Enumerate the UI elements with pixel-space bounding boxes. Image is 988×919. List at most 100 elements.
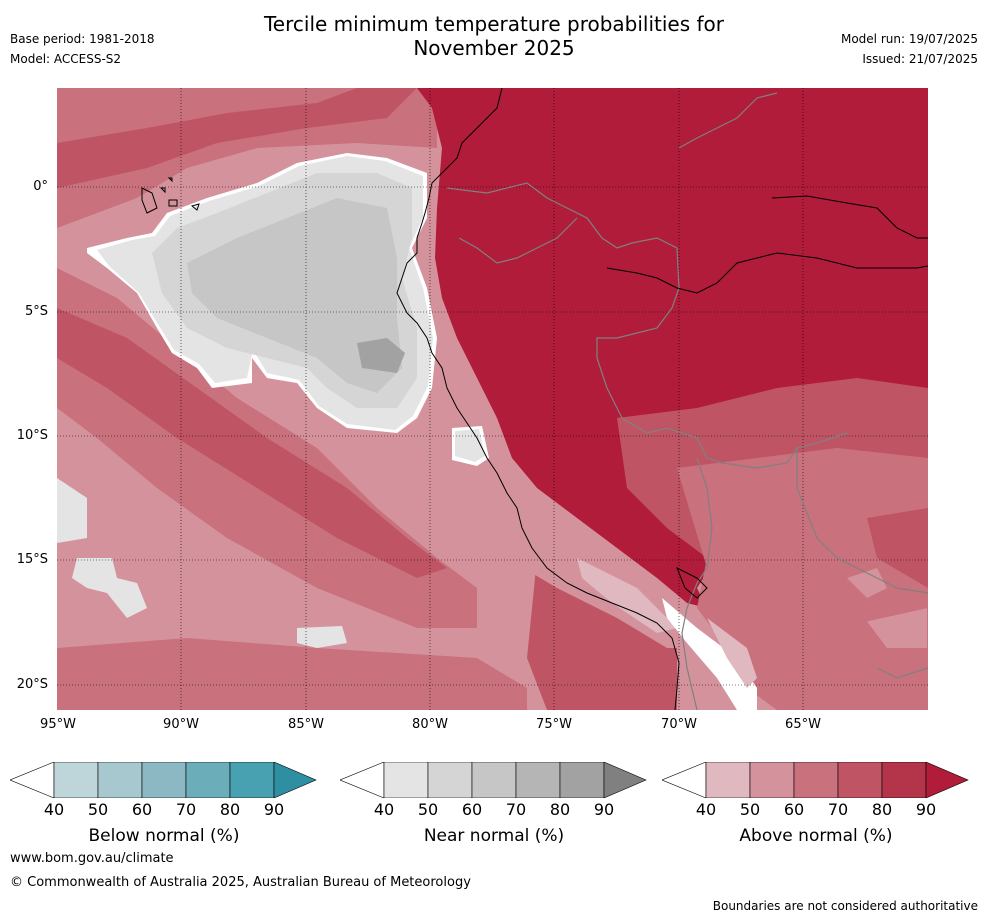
issued-text: Issued: 21/07/2025 xyxy=(862,52,978,66)
above-tick-60: 60 xyxy=(783,800,805,819)
cbar-above-bin-50 xyxy=(749,762,795,798)
below-tick-90: 90 xyxy=(263,800,285,819)
lat-label-20s: 20°S xyxy=(16,677,48,692)
cbar-below-min-arrow xyxy=(10,762,55,798)
colorbar-below-normal xyxy=(10,762,317,798)
near-tick-50: 50 xyxy=(417,800,439,819)
border-ecuador-peru xyxy=(458,217,578,264)
colorbar-near-label: Near normal (%) xyxy=(423,826,565,846)
above-tick-50: 50 xyxy=(739,800,761,819)
cbar-near-max-arrow xyxy=(603,762,647,798)
above-tick-40: 40 xyxy=(695,800,717,819)
lon-label-95w: 95°W xyxy=(40,717,76,732)
near-patch-south xyxy=(297,626,347,648)
coast-band-atacama xyxy=(707,618,757,688)
near-tick-90: 90 xyxy=(593,800,615,819)
land-patch-light xyxy=(847,568,887,598)
footer-url: www.bom.gov.au/climate xyxy=(10,851,174,866)
near-tick-70: 70 xyxy=(505,800,527,819)
footer-note: Boundaries are not considered authoritat… xyxy=(712,899,978,913)
near-patch-sw xyxy=(72,558,147,618)
meta-right: Model run: 19/07/2025 Issued: 21/07/2025 xyxy=(841,29,978,69)
cbar-above-bin-70 xyxy=(837,762,883,798)
lon-label-80w: 80°W xyxy=(412,717,448,732)
footer-copyright: © Commonwealth of Australia 2025, Austra… xyxy=(10,875,471,890)
above-tick-80: 80 xyxy=(871,800,893,819)
near-tick-80: 80 xyxy=(549,800,571,819)
island-north xyxy=(167,177,173,183)
land-east-band xyxy=(867,508,928,588)
lon-label-75w: 75°W xyxy=(536,717,572,732)
model-text: Model: ACCESS-S2 xyxy=(10,52,122,66)
cbar-above-max-arrow xyxy=(925,762,969,798)
meta-left: Base period: 1981-2018 Model: ACCESS-S2 xyxy=(10,29,155,69)
cbar-below-bin-80 xyxy=(229,762,275,798)
map-title-line1: Tercile minimum temperature probabilitie… xyxy=(263,12,725,36)
cbar-below-max-arrow xyxy=(273,762,317,798)
island-small xyxy=(159,187,166,194)
river-north xyxy=(771,195,928,239)
border-colombia-peru xyxy=(446,182,680,289)
cbar-below-bin-60 xyxy=(141,762,187,798)
island-san-cristobal xyxy=(190,203,200,211)
coast-band-40 xyxy=(577,558,677,633)
lon-label-70w: 70°W xyxy=(661,717,697,732)
near-patch-1 xyxy=(455,429,485,462)
cbar-near-bin-50 xyxy=(427,762,473,798)
above-tick-70: 70 xyxy=(827,800,849,819)
cbar-near-min-arrow xyxy=(340,762,385,798)
map-title: Tercile minimum temperature probabilitie… xyxy=(0,12,988,60)
cbar-below-bin-50 xyxy=(97,762,143,798)
border-bolivia-paraguay xyxy=(876,667,928,679)
colorbar-near-normal xyxy=(340,762,647,798)
lat-label-5s: 5°S xyxy=(24,304,48,319)
island-isabela xyxy=(141,187,158,214)
lon-label-65w: 65°W xyxy=(785,717,821,732)
peru-coast-band xyxy=(527,558,677,710)
near-normal-80 xyxy=(357,338,405,373)
lon-label-90w: 90°W xyxy=(163,717,199,732)
base-period-text: Base period: 1981-2018 xyxy=(10,32,155,46)
lat-label-15s: 15°S xyxy=(16,552,48,567)
coast-white-atacama xyxy=(662,598,757,710)
below-tick-60: 60 xyxy=(131,800,153,819)
north-band-inner xyxy=(57,88,357,143)
border-peru-bolivia-chile xyxy=(681,457,713,710)
lon-label-85w: 85°W xyxy=(288,717,324,732)
near-patch-west xyxy=(57,478,87,543)
model-run-text: Model run: 19/07/2025 xyxy=(840,32,978,46)
galapagos-islands xyxy=(141,177,200,214)
map-title-line2: November 2025 xyxy=(413,36,575,60)
border-north xyxy=(678,92,778,149)
border-bolivia-brazil xyxy=(796,448,928,594)
below-tick-80: 80 xyxy=(219,800,241,819)
coastline-pacific xyxy=(396,88,680,710)
island-santa-cruz xyxy=(168,199,178,207)
sw-band-70 xyxy=(57,308,447,578)
near-tick-60: 60 xyxy=(461,800,483,819)
cbar-below-bin-40 xyxy=(53,762,99,798)
colorbar-below-label: Below normal (%) xyxy=(88,826,240,846)
colorbar-above-label: Above normal (%) xyxy=(739,826,893,846)
near-normal-60 xyxy=(187,198,402,393)
above-tick-90: 90 xyxy=(915,800,937,819)
cbar-near-bin-40 xyxy=(383,762,429,798)
below-tick-70: 70 xyxy=(175,800,197,819)
cbar-above-bin-40 xyxy=(705,762,751,798)
colorbar-above-normal xyxy=(662,762,969,798)
lat-label-0: 0° xyxy=(33,179,48,194)
amazon-river xyxy=(606,252,928,294)
graticule xyxy=(57,88,928,710)
below-tick-50: 50 xyxy=(87,800,109,819)
below-tick-40: 40 xyxy=(43,800,65,819)
cbar-near-bin-80 xyxy=(559,762,605,798)
cbar-near-bin-60 xyxy=(471,762,517,798)
south-band-60 xyxy=(57,638,527,710)
country-borders xyxy=(446,92,928,710)
cbar-near-bin-70 xyxy=(515,762,561,798)
lake-titicaca xyxy=(676,566,708,599)
cbar-above-bin-60 xyxy=(793,762,839,798)
near-tick-40: 40 xyxy=(373,800,395,819)
cbar-below-bin-70 xyxy=(185,762,231,798)
border-peru-brazil xyxy=(596,287,848,469)
